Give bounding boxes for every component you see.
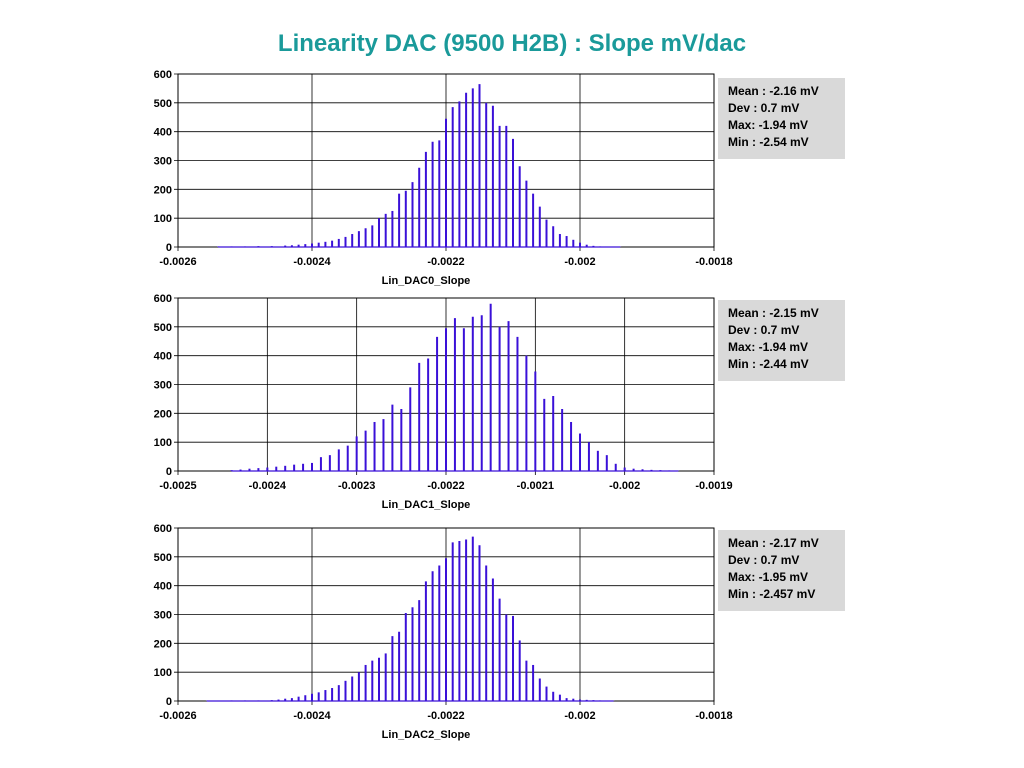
y-tick-label: 0 — [166, 696, 172, 708]
y-tick-label: 500 — [154, 552, 172, 564]
y-tick-label: 600 — [154, 293, 172, 305]
stat-mean: Mean : -2.15 mV — [728, 306, 819, 320]
y-tick-label: 100 — [154, 213, 172, 225]
x-axis-label: Lin_DAC1_Slope — [382, 499, 471, 511]
stat-dev: Dev : 0.7 mV — [728, 553, 800, 567]
x-axis-label: Lin_DAC2_Slope — [382, 729, 471, 741]
y-tick-label: 400 — [154, 581, 172, 593]
x-tick-label: -0.002 — [564, 710, 595, 722]
x-tick-label: -0.0022 — [427, 256, 464, 268]
histogram-chart-dac2: 0 100 200 300 400 500 600 -0.0026 -0.0024 -0.0022… — [154, 523, 733, 741]
y-tick-label: 300 — [154, 380, 172, 392]
x-tick-label: -0.0024 — [249, 480, 287, 492]
y-tick-label: 400 — [154, 351, 172, 363]
x-tick-label: -0.0018 — [695, 710, 732, 722]
x-axis-label: Lin_DAC0_Slope — [382, 275, 471, 287]
y-tick-label: 200 — [154, 408, 172, 420]
stat-max: Max: -1.94 mV — [728, 118, 809, 132]
x-tick-label: -0.0025 — [159, 480, 196, 492]
x-tick-label: -0.002 — [609, 480, 640, 492]
y-tick-label: 500 — [154, 98, 172, 110]
x-tick-label: -0.0022 — [427, 710, 464, 722]
histogram-chart-dac1: 0 100 200 300 400 500 600 -0.0025 -0.0024 -0.0023… — [154, 293, 733, 511]
stats-box-dac2: Mean : -2.17 mV Dev : 0.7 mV Max: -1.95 … — [718, 530, 845, 611]
y-tick-label: 600 — [154, 523, 172, 535]
y-tick-label: 300 — [154, 156, 172, 168]
histogram-chart-dac0: 0 100 200 300 400 500 600 -0.0026 -0.0024 -0.0022… — [154, 69, 733, 287]
x-tick-label: -0.0024 — [293, 256, 331, 268]
y-tick-label: 100 — [154, 667, 172, 679]
x-tick-label: -0.002 — [564, 256, 595, 268]
x-tick-label: -0.0018 — [695, 256, 732, 268]
y-tick-label: 200 — [154, 184, 172, 196]
stat-mean: Mean : -2.17 mV — [728, 536, 819, 550]
y-tick-label: 100 — [154, 437, 172, 449]
stats-box-dac1: Mean : -2.15 mV Dev : 0.7 mV Max: -1.94 … — [718, 300, 845, 381]
x-tick-label: -0.0024 — [293, 710, 331, 722]
stat-min: Min : -2.54 mV — [728, 135, 809, 149]
stat-max: Max: -1.95 mV — [728, 570, 809, 584]
stat-min: Min : -2.44 mV — [728, 357, 809, 371]
x-tick-label: -0.0022 — [427, 480, 464, 492]
y-tick-label: 400 — [154, 127, 172, 139]
stat-max: Max: -1.94 mV — [728, 340, 809, 354]
y-tick-label: 300 — [154, 610, 172, 622]
y-tick-label: 200 — [154, 638, 172, 650]
y-tick-label: 0 — [166, 466, 172, 478]
stat-dev: Dev : 0.7 mV — [728, 101, 800, 115]
stat-min: Min : -2.457 mV — [728, 587, 816, 601]
x-tick-label: -0.0026 — [159, 256, 196, 268]
x-tick-label: -0.0019 — [695, 480, 732, 492]
y-tick-label: 600 — [154, 69, 172, 81]
x-tick-label: -0.0021 — [517, 480, 554, 492]
x-tick-label: -0.0026 — [159, 710, 196, 722]
stat-dev: Dev : 0.7 mV — [728, 323, 800, 337]
stat-mean: Mean : -2.16 mV — [728, 84, 819, 98]
stats-box-dac0: Mean : -2.16 mV Dev : 0.7 mV Max: -1.94 … — [718, 78, 845, 159]
x-tick-label: -0.0023 — [338, 480, 375, 492]
page-title: Linearity DAC (9500 H2B) : Slope mV/dac — [277, 30, 747, 57]
y-tick-label: 500 — [154, 322, 172, 334]
y-tick-label: 0 — [166, 242, 172, 254]
